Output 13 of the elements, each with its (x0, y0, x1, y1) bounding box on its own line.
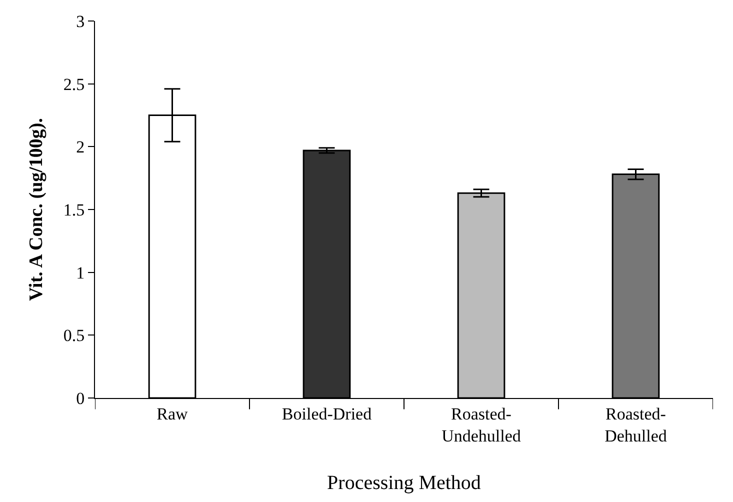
y-tick-label: 3 (76, 12, 85, 31)
x-tick-label: Roasted- Dehulled (604, 404, 668, 446)
x-tick-label: Boiled-Dried (282, 404, 372, 424)
y-tick-label: 1.5 (63, 200, 85, 220)
y-tick-label: 2 (76, 138, 85, 157)
x-tick-label: Raw (156, 404, 189, 424)
y-tick-label: 2.5 (63, 74, 85, 94)
y-tick-label: 1 (76, 263, 85, 282)
y-tick-label: 0.5 (63, 326, 85, 346)
x-axis-title: Processing Method (327, 472, 481, 494)
y-tick-label: 0 (76, 388, 85, 408)
x-tick-label: Roasted- Undehulled (442, 404, 522, 446)
y-axis-title: Vit. A Conc. (ug/100g). (26, 118, 48, 301)
